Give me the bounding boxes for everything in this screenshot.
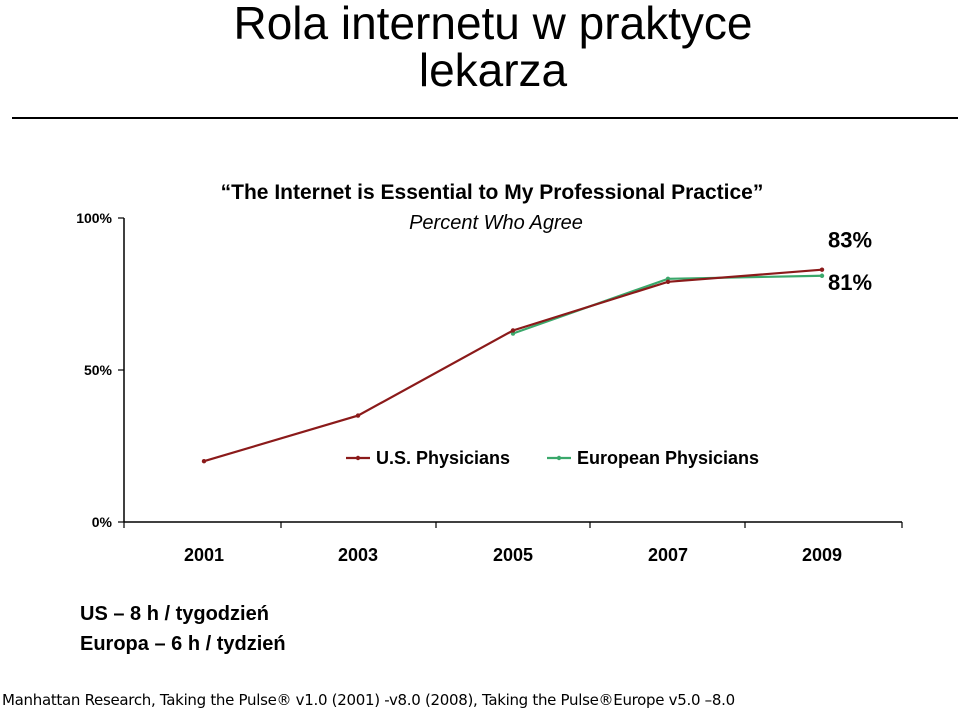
data-point [201,459,207,464]
data-point [510,328,516,333]
chart-axes: 0% 50% 100% 2001 2003 2005 2007 2009 [76,210,903,565]
line-chart: “The Internet is Essential to My Profess… [76,181,903,565]
title-divider [12,117,958,119]
x-tick-label: 2005 [493,545,533,565]
slide-title-line-2: lekarza [418,44,568,96]
chart-subtitle: Percent Who Agree [409,212,583,234]
series-line-europe [512,274,823,335]
data-point [819,267,825,272]
slide-title-line-1: Rola internetu w praktyce [233,0,753,49]
x-tick-label: 2007 [648,545,688,565]
data-point [355,413,361,418]
series-line-us [203,268,823,463]
source-note: Manhattan Research, Taking the Pulse® v1… [2,691,735,709]
data-point [819,273,825,278]
bullet-europe: Europa – 6 h / tydzień [80,633,286,655]
end-label: 81% [828,270,872,295]
series-lines [201,267,825,464]
chart-legend: U.S. Physicians European Physicians [346,448,759,468]
y-tick-label: 100% [76,210,112,226]
chart-title: “The Internet is Essential to My Profess… [221,181,764,204]
legend-label: European Physicians [577,448,759,468]
data-point [510,331,516,336]
x-tick-label: 2009 [802,545,842,565]
data-point [665,276,671,281]
bullet-us: US – 8 h / tygodzień [80,603,269,625]
legend-label: U.S. Physicians [376,448,510,468]
x-tick-label: 2001 [184,545,224,565]
slide-title: Rola internetu w praktyce lekarza [0,0,960,94]
x-tick-label: 2003 [338,545,378,565]
end-label: 83% [828,228,872,253]
end-labels: 81% 83% [828,228,872,295]
y-tick-label: 0% [92,514,113,530]
legend-marker [355,455,361,461]
bullet-list: US – 8 h / tygodzień Europa – 6 h / tydz… [80,599,286,659]
data-point [665,279,671,285]
legend-marker [556,455,562,461]
y-tick-label: 50% [84,362,113,378]
